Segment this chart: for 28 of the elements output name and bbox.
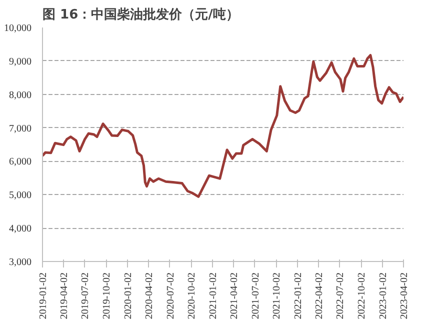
x-tick-label: 2022-07-02 [335,272,346,320]
x-tick-label: 2022-10-02 [356,272,368,320]
y-tick-label: 9,000 [9,56,32,68]
x-tick-label: 2020-07-02 [165,272,176,320]
y-tick-label: 4,000 [9,224,32,235]
x-tick-label: 2019-10-02 [102,272,113,320]
y-tick-label: 7,000 [9,123,32,134]
x-tick-label: 2019-04-02 [58,272,70,320]
y-tick-label: 5,000 [9,190,32,202]
x-tick-label: 2019-01-02 [38,272,49,320]
x-tick-label: 2020-10-02 [186,272,198,320]
x-tick-label: 2019-07-02 [80,272,92,320]
x-tick-label: 2023-01-02 [378,272,390,320]
line-series [42,54,404,198]
x-tick-label: 2021-04-02 [229,272,240,320]
x-tick-label: 2022-01-02 [293,272,304,320]
x-tick-label: 2021-07-02 [250,272,262,320]
x-tick-label: 2022-04-02 [314,272,326,320]
y-tick-label: 3,000 [9,257,32,268]
x-tick-label: 2020-01-02 [122,272,134,320]
x-tick-label: 2021-10-02 [272,272,283,320]
chart-title: 图 16：中国柴油批发价（元/吨） [42,6,239,22]
x-tick-label: 2020-04-02 [144,272,156,320]
x-tick-label: 2021-01-02 [208,272,220,320]
y-tick-label: 6,000 [9,156,32,168]
y-tick-label: 8,000 [9,90,32,101]
y-tick-label: 10,000 [4,23,32,34]
x-tick-label: 2023-04-02 [399,272,410,320]
